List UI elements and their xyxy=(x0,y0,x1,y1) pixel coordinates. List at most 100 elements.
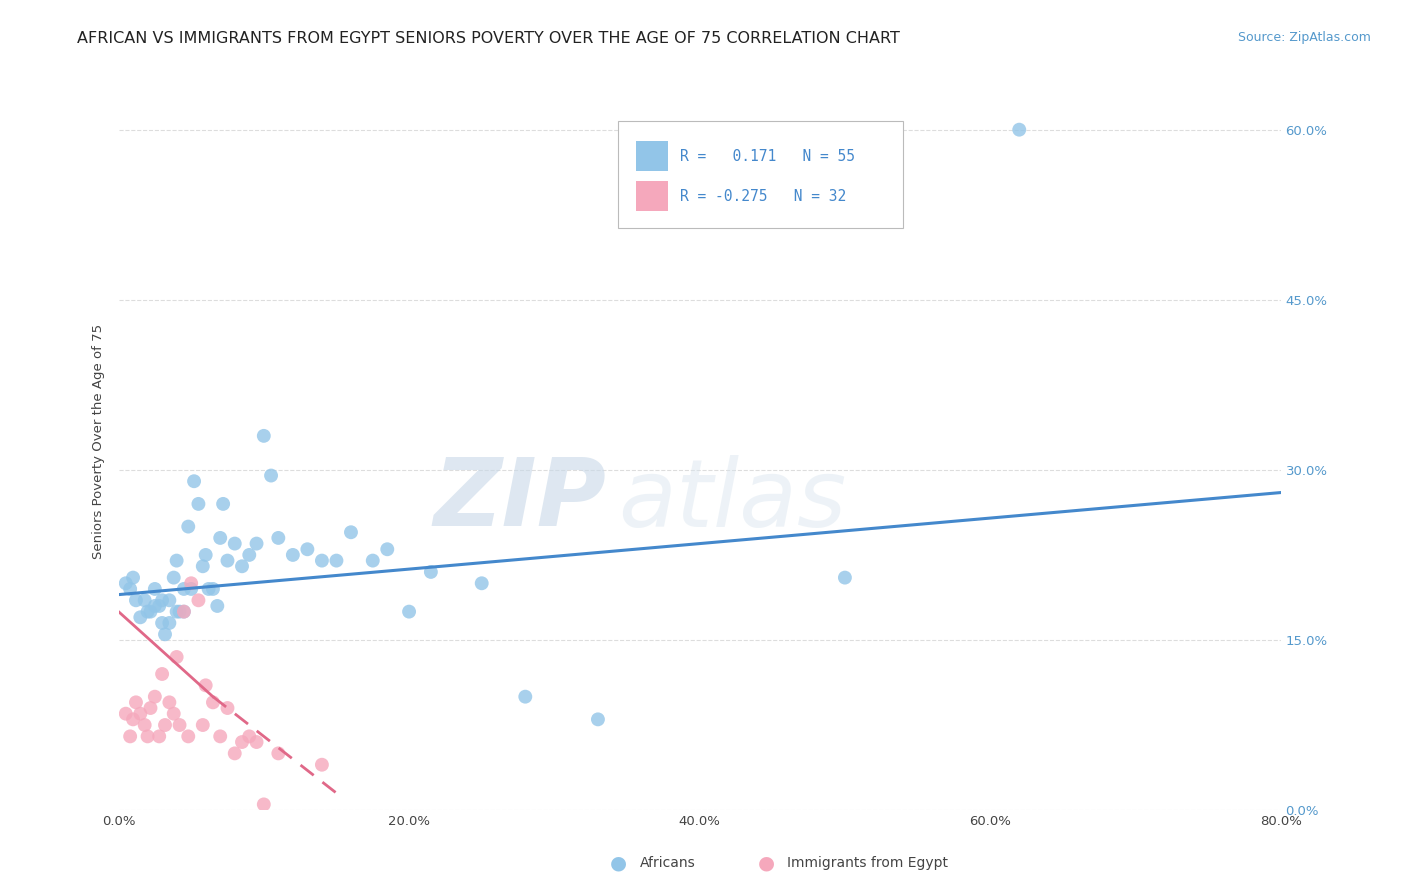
Point xyxy=(187,497,209,511)
Point xyxy=(209,531,232,545)
Point xyxy=(139,701,162,715)
Point xyxy=(122,571,145,585)
Point xyxy=(267,531,290,545)
Point xyxy=(209,730,232,744)
Point xyxy=(125,695,148,709)
Point xyxy=(224,747,246,761)
Point xyxy=(1008,122,1031,136)
Point xyxy=(153,627,176,641)
Point xyxy=(153,718,176,732)
Point xyxy=(361,553,384,567)
Point xyxy=(245,536,267,550)
Point xyxy=(114,706,136,721)
Point xyxy=(134,718,156,732)
Point xyxy=(122,712,145,726)
Point xyxy=(120,730,142,744)
Point xyxy=(224,536,246,550)
Text: ●: ● xyxy=(758,854,775,873)
Point xyxy=(207,599,229,613)
Point xyxy=(129,610,152,624)
Point xyxy=(194,548,217,562)
Point xyxy=(297,542,319,557)
Point xyxy=(201,695,224,709)
Point xyxy=(173,582,195,596)
Point xyxy=(143,690,166,704)
Point xyxy=(419,565,441,579)
Point xyxy=(148,730,170,744)
Point xyxy=(163,571,186,585)
Point xyxy=(311,757,333,772)
Point xyxy=(143,582,166,596)
Point xyxy=(267,747,290,761)
Text: R = -0.275   N = 32: R = -0.275 N = 32 xyxy=(681,189,846,203)
Point xyxy=(166,605,188,619)
Point xyxy=(375,542,398,557)
Point xyxy=(150,593,173,607)
Point xyxy=(136,605,159,619)
Point xyxy=(515,690,537,704)
Point xyxy=(260,468,283,483)
Point xyxy=(169,718,191,732)
Point xyxy=(169,605,191,619)
Text: Source: ZipAtlas.com: Source: ZipAtlas.com xyxy=(1237,31,1371,45)
Point xyxy=(834,571,856,585)
Text: R =   0.171   N = 55: R = 0.171 N = 55 xyxy=(681,149,855,164)
Point xyxy=(114,576,136,591)
Point xyxy=(238,730,260,744)
Point xyxy=(253,429,276,443)
Point xyxy=(173,605,195,619)
Point xyxy=(157,695,180,709)
Point xyxy=(125,593,148,607)
Point xyxy=(253,797,276,812)
Point xyxy=(120,582,142,596)
Point xyxy=(398,605,420,619)
Point xyxy=(212,497,235,511)
Text: Immigrants from Egypt: Immigrants from Egypt xyxy=(787,856,949,871)
Point xyxy=(177,519,200,533)
Point xyxy=(217,701,239,715)
Point xyxy=(191,559,214,574)
Text: AFRICAN VS IMMIGRANTS FROM EGYPT SENIORS POVERTY OVER THE AGE OF 75 CORRELATION : AFRICAN VS IMMIGRANTS FROM EGYPT SENIORS… xyxy=(77,31,900,46)
FancyBboxPatch shape xyxy=(619,121,903,227)
Point xyxy=(166,650,188,665)
Point xyxy=(197,582,219,596)
Point xyxy=(163,706,186,721)
Point xyxy=(173,605,195,619)
Point xyxy=(148,599,170,613)
Point xyxy=(177,730,200,744)
Point xyxy=(281,548,304,562)
Point xyxy=(245,735,267,749)
Point xyxy=(325,553,347,567)
Point xyxy=(586,712,609,726)
Point xyxy=(129,706,152,721)
Point xyxy=(180,576,202,591)
Point xyxy=(139,605,162,619)
FancyBboxPatch shape xyxy=(636,142,668,171)
Text: atlas: atlas xyxy=(619,455,846,546)
Point xyxy=(311,553,333,567)
Point xyxy=(157,593,180,607)
Point xyxy=(180,582,202,596)
Text: Africans: Africans xyxy=(640,856,696,871)
Point xyxy=(238,548,260,562)
Point xyxy=(187,593,209,607)
Point xyxy=(143,599,166,613)
Y-axis label: Seniors Poverty Over the Age of 75: Seniors Poverty Over the Age of 75 xyxy=(93,324,105,559)
Point xyxy=(166,553,188,567)
Point xyxy=(471,576,494,591)
Point xyxy=(157,615,180,630)
Point xyxy=(340,525,363,540)
Text: ●: ● xyxy=(610,854,627,873)
Point xyxy=(217,553,239,567)
Point xyxy=(201,582,224,596)
Point xyxy=(150,615,173,630)
Point xyxy=(150,667,173,681)
Point xyxy=(231,559,253,574)
FancyBboxPatch shape xyxy=(636,181,668,211)
Point xyxy=(231,735,253,749)
Text: ZIP: ZIP xyxy=(434,455,606,547)
Point xyxy=(194,678,217,692)
Point xyxy=(191,718,214,732)
Point xyxy=(183,474,205,488)
Point xyxy=(134,593,156,607)
